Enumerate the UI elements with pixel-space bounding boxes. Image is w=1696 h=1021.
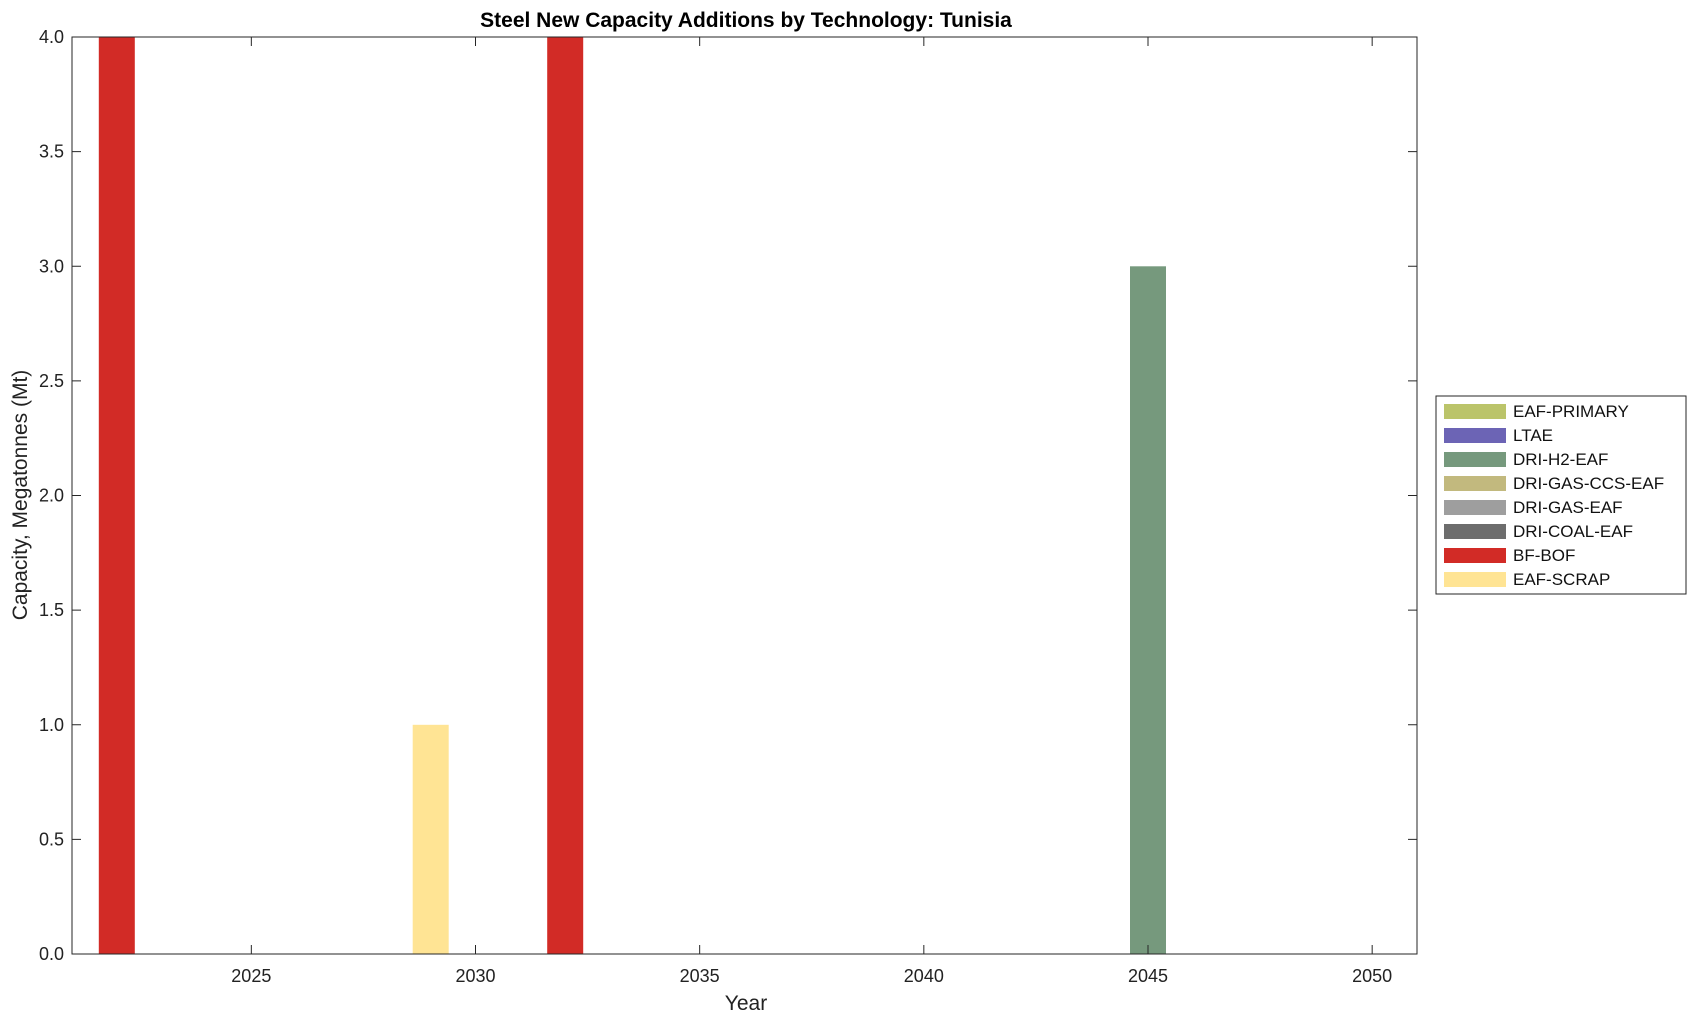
legend: EAF-PRIMARY LTAE DRI-H2-EAF DRI-GAS-CCS-EAF… [1435, 395, 1687, 595]
x-tick-label: 2050 [1352, 966, 1392, 986]
bar-bf-bof-2032 [547, 37, 584, 954]
plot-frame [71, 36, 1418, 955]
x-tick-label: 2045 [1128, 966, 1168, 986]
y-axis-label: Capacity, Megatonnes (Mt) [9, 370, 32, 621]
y-tick-label: 0.5 [39, 829, 64, 849]
y-tick-label: 3.5 [39, 142, 64, 162]
legend-label-dri-gas-ccs-eaf: DRI-GAS-CCS-EAF [1513, 474, 1664, 493]
legend-swatch-dri-h2-eaf [1444, 452, 1506, 467]
legend-label-eaf-scrap: EAF-SCRAP [1513, 570, 1610, 589]
ticks-layer: 2025 2030 2035 2040 2045 2050 0.0 0.5 1.0 1.5 2.0 2… [39, 27, 1417, 986]
y-tick-label: 1.5 [39, 600, 64, 620]
y-tick-label: 2.5 [39, 371, 64, 391]
x-axis-label: Year [725, 992, 767, 1015]
x-tick-label: 2030 [455, 966, 495, 986]
legend-label-bf-bof: BF-BOF [1513, 546, 1575, 565]
legend-swatch-eaf-primary [1444, 404, 1506, 419]
x-tick-label: 2040 [904, 966, 944, 986]
y-tick-label: 1.0 [39, 715, 64, 735]
legend-label-dri-gas-eaf: DRI-GAS-EAF [1513, 498, 1623, 517]
legend-swatch-bf-bof [1444, 548, 1506, 563]
bar-bf-bof-2022 [98, 37, 135, 954]
bar-eaf-scrap-2029 [412, 724, 449, 955]
plot-background [72, 37, 1417, 954]
legend-swatch-dri-coal-eaf [1444, 524, 1506, 539]
plot-area: 2025 2030 2035 2040 2045 2050 0.0 0.5 1.0 1.5 2.0 2… [39, 27, 1418, 986]
legend-label-dri-coal-eaf: DRI-COAL-EAF [1513, 522, 1633, 541]
x-tick-label: 2035 [680, 966, 720, 986]
y-tick-label: 0.0 [39, 944, 64, 964]
legend-swatch-eaf-scrap [1444, 572, 1506, 587]
legend-swatch-dri-gas-eaf [1444, 500, 1506, 515]
y-tick-label: 3.0 [39, 256, 64, 276]
chart-title: Steel New Capacity Additions by Technolo… [480, 9, 1012, 32]
legend-label-dri-h2-eaf: DRI-H2-EAF [1513, 450, 1608, 469]
y-tick-label: 4.0 [39, 27, 64, 47]
legend-swatch-dri-gas-ccs-eaf [1444, 476, 1506, 491]
y-tick-label: 2.0 [39, 486, 64, 506]
legend-label-ltae: LTAE [1513, 426, 1553, 445]
bar-dri-h2-eaf-2045 [1130, 266, 1166, 955]
x-tick-label: 2025 [231, 966, 271, 986]
bars-layer [98, 37, 1166, 955]
legend-items: EAF-PRIMARY LTAE DRI-H2-EAF DRI-GAS-CCS-EAF… [1444, 402, 1664, 589]
legend-label-eaf-primary: EAF-PRIMARY [1513, 402, 1629, 421]
legend-swatch-ltae [1444, 428, 1506, 443]
